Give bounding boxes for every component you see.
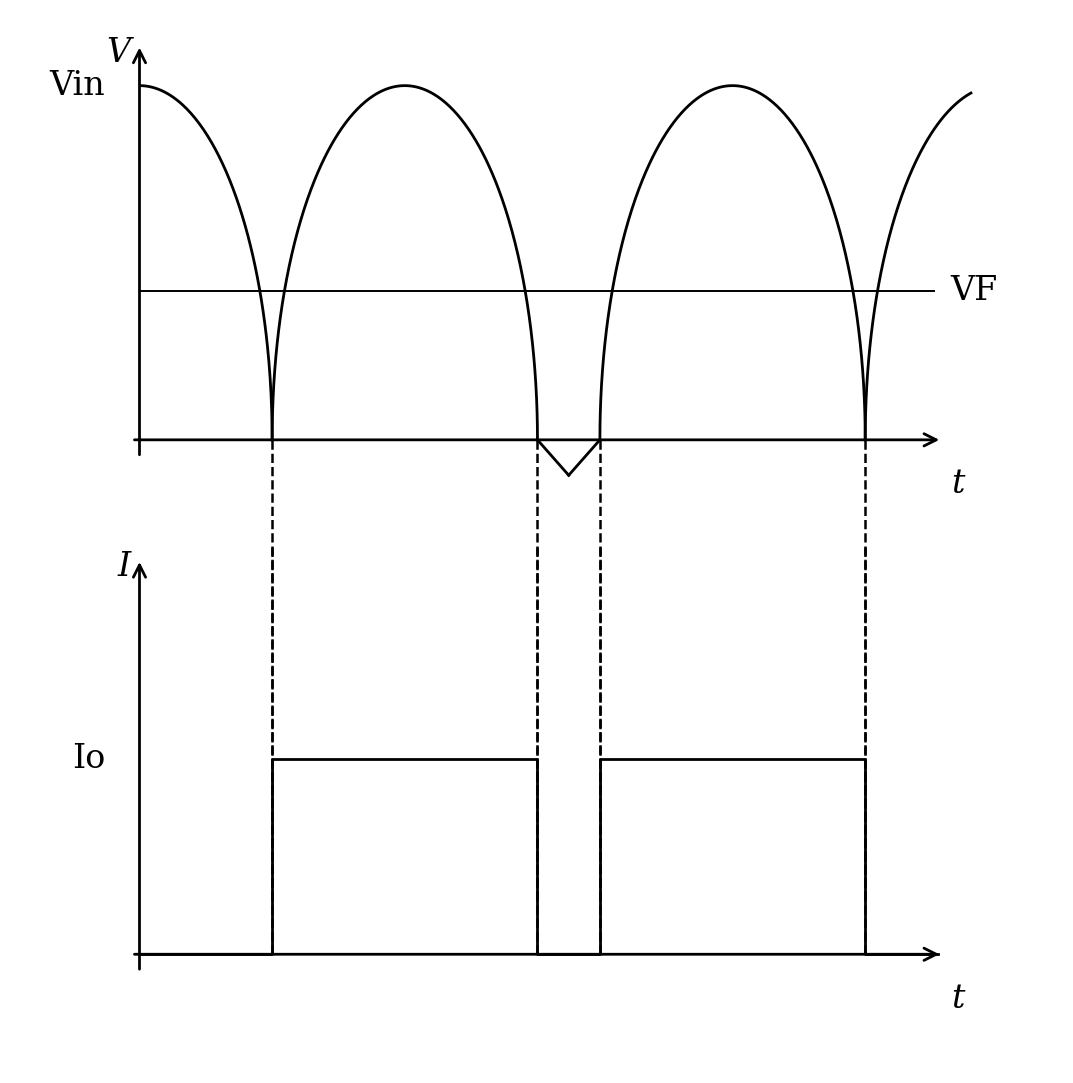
Text: t: t	[951, 468, 964, 500]
Text: Vin: Vin	[49, 69, 105, 102]
Text: V: V	[106, 37, 130, 68]
Text: I: I	[117, 551, 130, 583]
Text: t: t	[951, 982, 964, 1015]
Text: Io: Io	[72, 743, 105, 775]
Text: VF: VF	[951, 275, 998, 308]
